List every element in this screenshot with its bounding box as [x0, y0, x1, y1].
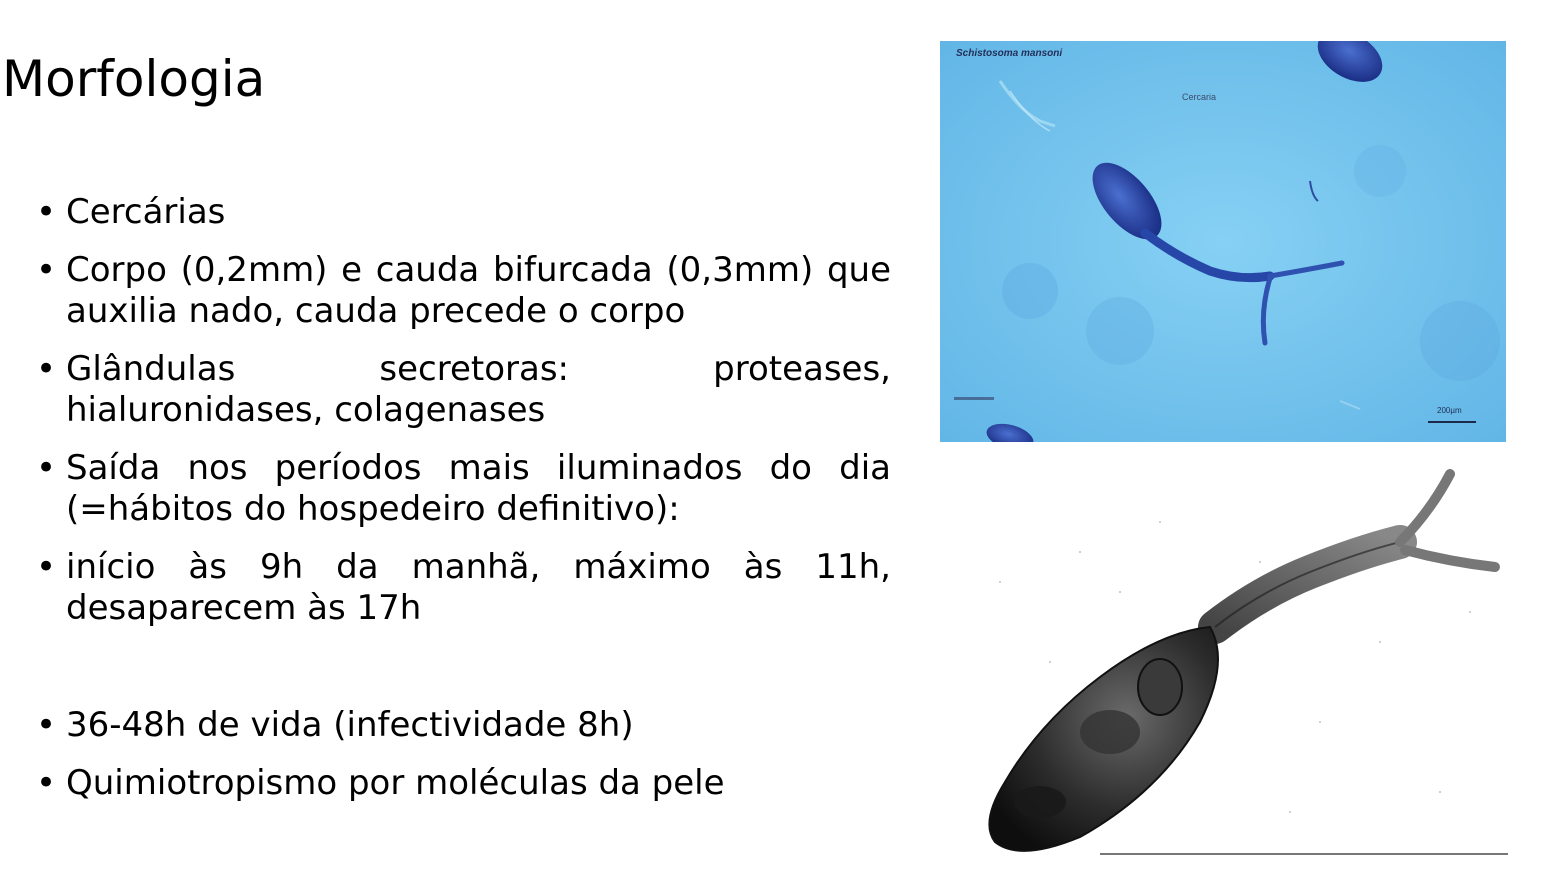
micrograph-credit — [954, 397, 994, 400]
cercaria-drawing — [960, 462, 1510, 860]
scale-bar — [1428, 421, 1476, 423]
bullet-item: Glândulas secretoras: proteases, hialuro… — [36, 349, 891, 431]
bullet-item: Saída nos períodos mais iluminados do di… — [36, 448, 891, 530]
bullet-item: 36-48h de vida (infectividade 8h) — [36, 705, 891, 746]
slide-title: Morfologia — [2, 50, 266, 108]
bullet-item: Corpo (0,2mm) e cauda bifurcada (0,3mm) … — [36, 250, 891, 332]
micrograph-art — [940, 41, 1506, 442]
micrograph-caption: Schistosoma mansoni — [956, 48, 1063, 59]
bullet-list: Cercárias Corpo (0,2mm) e cauda bifurcad… — [36, 192, 891, 804]
cercaria-micrograph: Schistosoma mansoni Cercaria 200µm — [940, 41, 1506, 442]
drawing-art — [960, 462, 1510, 860]
scale-label: 200µm — [1437, 406, 1462, 415]
bullet-item: Quimiotropismo por moléculas da pele — [36, 763, 891, 804]
bullet-item: Cercárias — [36, 192, 891, 233]
bullet-item: início às 9h da manhã, máximo às 11h, de… — [36, 547, 891, 629]
micrograph-label: Cercaria — [1182, 92, 1217, 102]
